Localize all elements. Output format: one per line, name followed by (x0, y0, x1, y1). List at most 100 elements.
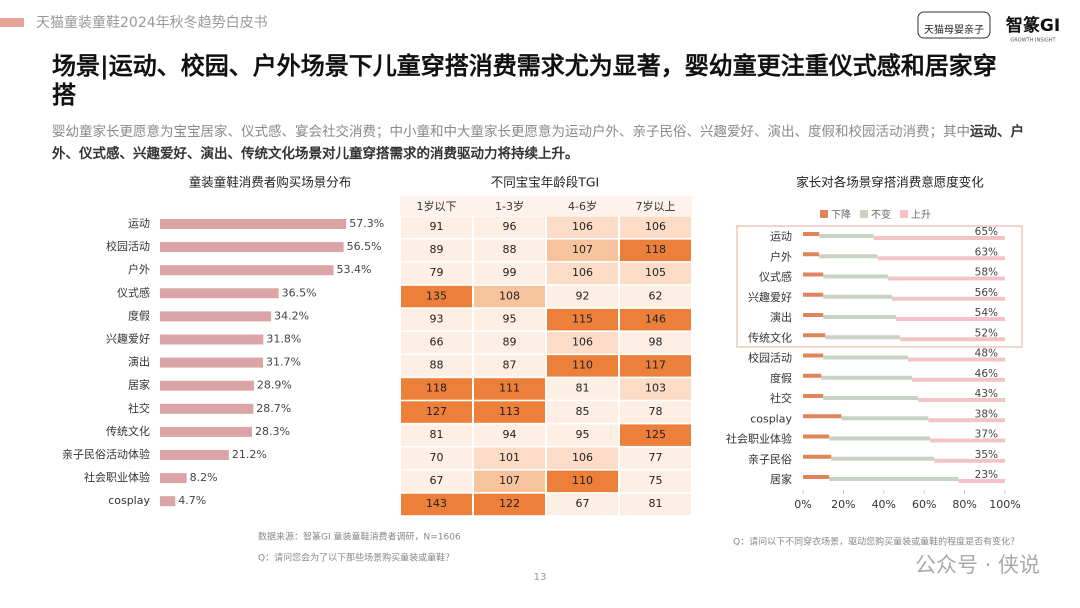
column-header: 4-6岁 (568, 199, 597, 213)
tgi-cell (474, 332, 545, 354)
tgi-value: 106 (572, 266, 593, 279)
tgi-value: 66 (430, 336, 444, 349)
tgi-cell (620, 308, 691, 331)
stack-segment (803, 434, 830, 439)
chart-title: 童装童鞋消费者购买场景分布 (189, 175, 352, 190)
stack-segment (895, 317, 1005, 321)
tgi-value: 75 (649, 474, 663, 487)
tgi-cell (401, 401, 472, 423)
table-title: 不同宝宝年龄段TGI (491, 175, 600, 190)
tgi-value: 127 (426, 405, 447, 418)
tgi-cell (474, 285, 545, 308)
category-label: 仪式感 (117, 286, 150, 299)
tgi-value: 106 (572, 451, 593, 464)
stack-segment (912, 377, 1005, 382)
tgi-cell (547, 239, 618, 262)
logo-box (917, 11, 991, 39)
tgi-value: 62 (649, 289, 663, 302)
tgi-value: 78 (649, 405, 663, 418)
tgi-value: 118 (426, 382, 447, 395)
legend-label: 上升 (911, 209, 931, 221)
tgi-value: 96 (503, 220, 517, 233)
stack-segment (819, 234, 874, 238)
tgi-value: 110 (572, 474, 593, 487)
tgi-cell (474, 308, 545, 331)
stack-segment (891, 296, 1005, 301)
value-label: 37% (975, 429, 998, 441)
logo-brand-sub: GROWTH INSIGHT (1010, 38, 1056, 44)
tgi-value: 67 (430, 474, 444, 487)
category-label: 居家 (128, 378, 150, 392)
stack-segment (958, 479, 1005, 483)
subtitle-emphasis: 运动、户外、仪式感、兴趣爱好、演出、传统文化场景对儿童穿搭需求的消费驱动力将持续… (52, 124, 1024, 162)
stack-segment (887, 276, 1005, 281)
report-title: 天猫童装童鞋2024年秋冬趋势白皮书 (36, 14, 268, 31)
tgi-value: 70 (430, 451, 444, 464)
value-label: 57.3% (349, 217, 384, 230)
x-tick-label: 80% (952, 498, 976, 511)
stack-segment (873, 236, 1005, 240)
tgi-cell (620, 424, 691, 446)
tgi-cell (401, 493, 472, 516)
tgi-value: 101 (499, 451, 520, 464)
category-label: 校园活动 (748, 351, 792, 365)
subtitle-text: 婴幼童家长更愿意为宝宝居家、仪式感、宴会社交消费；中小童和中大童家长更愿意为运动… (52, 124, 970, 140)
tgi-value: 118 (645, 243, 666, 256)
bar (160, 334, 264, 345)
category-label: 社交 (770, 391, 792, 405)
category-label: 演出 (128, 355, 150, 369)
value-label: 52% (975, 327, 998, 339)
value-label: 63% (975, 246, 998, 258)
tgi-cell (620, 470, 691, 493)
category-label: 传统文化 (106, 424, 150, 438)
tgi-cell (620, 447, 691, 469)
page-number: 13 (534, 572, 547, 583)
stack-segment (829, 477, 959, 481)
value-label: 56.5% (347, 240, 382, 253)
tgi-value: 88 (430, 359, 444, 372)
x-tick-label: 20% (831, 498, 855, 511)
tgi-cell (547, 401, 618, 423)
category-label: 社交 (128, 401, 150, 415)
tgi-cell (401, 308, 472, 331)
category-label: 演出 (770, 310, 792, 324)
category-label: 社会职业体验 (84, 470, 150, 484)
category-label: 校园活动 (106, 239, 150, 253)
tgi-cell (474, 239, 545, 262)
tgi-cell (547, 378, 618, 400)
tgi-cell (620, 355, 691, 377)
stack-segment (918, 398, 1005, 402)
stack-segment (934, 458, 1005, 463)
category-label: 亲子民俗 (748, 452, 792, 466)
tgi-value: 88 (503, 243, 517, 256)
stack-segment (803, 373, 822, 378)
value-label: 56% (975, 287, 998, 299)
bar (160, 288, 279, 299)
column-header: 1岁以下 (417, 199, 457, 213)
tgi-cell (547, 447, 618, 469)
stack-segment (928, 418, 1005, 423)
stack-segment (823, 294, 892, 299)
stack-segment (821, 375, 913, 380)
tgi-cell (620, 216, 691, 238)
value-label: 23% (975, 469, 998, 481)
tgi-value: 81 (649, 497, 663, 510)
tgi-value: 108 (499, 289, 520, 302)
tgi-value: 103 (645, 382, 666, 395)
value-label: 54% (975, 307, 998, 319)
legend-label: 不变 (871, 208, 891, 221)
question-right: Q：请问以下不同穿衣场景，驱动您购买童装或童鞋的程度是否有变化？ (733, 536, 1019, 548)
subtitle: 婴幼童家长更愿意为宝宝居家、仪式感、宴会社交消费；中小童和中大童家长更愿意为运动… (52, 121, 1042, 165)
stack-segment (930, 438, 1005, 443)
stack-segment (803, 272, 824, 277)
tgi-value: 107 (572, 243, 593, 256)
bar (160, 219, 347, 229)
watermark: 公众号 · 侠说 (915, 553, 1040, 577)
stack-segment (803, 394, 824, 398)
value-label: 58% (975, 267, 998, 279)
tgi-value: 92 (576, 289, 590, 302)
tgi-cell (620, 493, 691, 516)
tgi-value: 143 (426, 497, 447, 510)
